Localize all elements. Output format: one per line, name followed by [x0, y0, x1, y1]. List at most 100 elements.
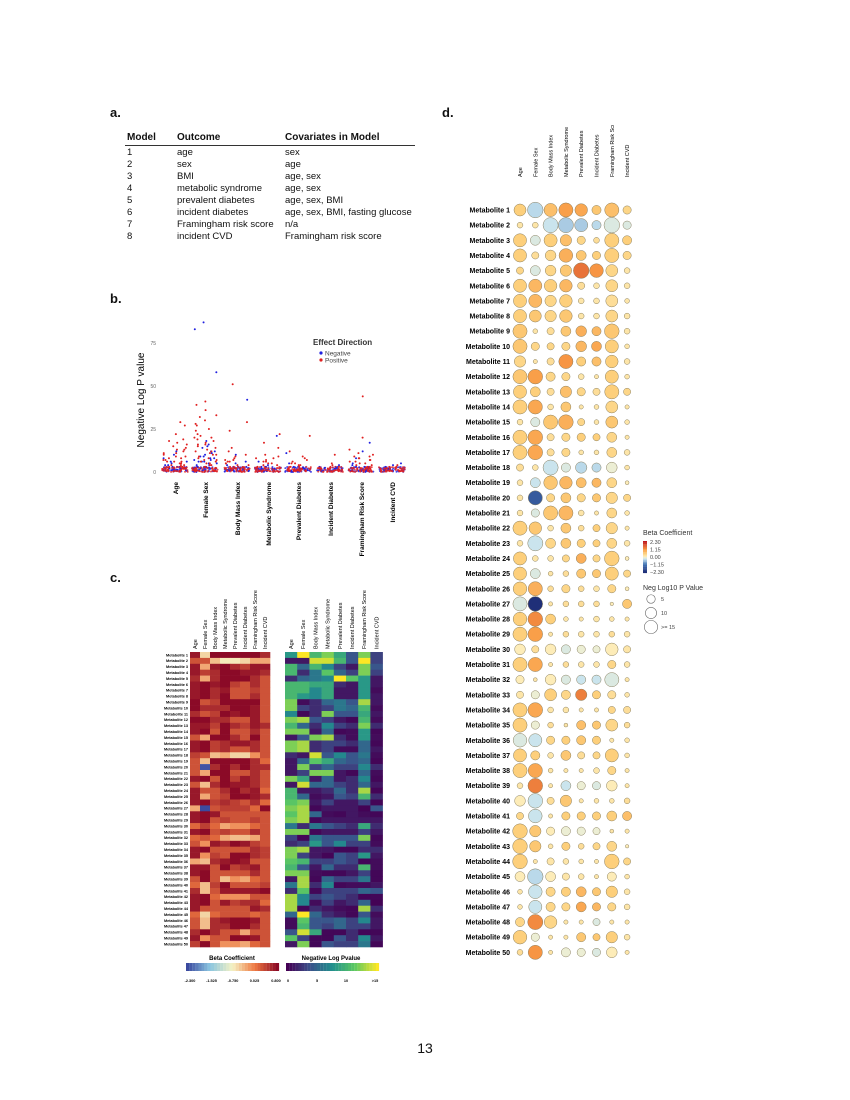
- colorbar-beta-segment: [251, 963, 255, 971]
- heatmap-cell-pvalue: [333, 870, 347, 877]
- bubble: [512, 429, 528, 445]
- row-label: Metabolite 31: [164, 830, 188, 834]
- data-point: [194, 422, 197, 425]
- row-label: Metabolite 40: [164, 883, 188, 887]
- heatmap-cell-beta: [220, 846, 231, 853]
- heatmap-cell-beta: [210, 823, 221, 830]
- data-point: [172, 469, 175, 472]
- heatmap-cell-beta: [240, 899, 251, 906]
- row-label: Metabolite 25: [164, 795, 188, 799]
- heatmap-cell-pvalue: [285, 840, 298, 847]
- data-point: [184, 467, 187, 470]
- heatmap-cell-pvalue: [309, 929, 322, 936]
- data-point: [351, 464, 354, 467]
- bubble: [527, 535, 544, 552]
- bubble: [530, 477, 541, 488]
- heatmap-cell-beta: [190, 935, 201, 942]
- bubble: [624, 343, 630, 350]
- data-point: [205, 440, 208, 443]
- bubble: [605, 885, 618, 898]
- data-point: [170, 466, 173, 469]
- heatmap-cell-pvalue: [346, 687, 359, 694]
- data-point: [212, 440, 215, 443]
- colorbar-pvalue-segment: [313, 963, 318, 971]
- heatmap-cell-beta: [200, 740, 211, 747]
- data-point: [202, 455, 205, 458]
- bubble: [546, 387, 555, 396]
- heatmap-cell-pvalue: [309, 669, 322, 676]
- row-label: Metabolite 41: [466, 814, 510, 821]
- heatmap-cell-pvalue: [285, 663, 298, 670]
- row-label: Metabolite 11: [466, 359, 510, 366]
- column-label: Incident CVD: [374, 617, 380, 649]
- heatmap-cell-beta: [240, 811, 251, 818]
- heatmap-cell-pvalue: [321, 728, 335, 735]
- data-point: [277, 446, 280, 449]
- heatmap-cell-pvalue: [346, 793, 359, 800]
- x-tick-label: Female Sex: [203, 482, 210, 518]
- row-label: Metabolite 35: [164, 854, 188, 858]
- bubble: [528, 278, 543, 293]
- bubble: [512, 823, 528, 839]
- heatmap-cell-pvalue: [321, 852, 335, 859]
- cell-outcome: Framingham risk score: [177, 218, 274, 230]
- colorbar-beta-segment: [210, 963, 214, 971]
- bubble: [591, 326, 602, 337]
- heatmap-cell-beta: [210, 923, 221, 930]
- bubble: [547, 585, 554, 592]
- data-point: [170, 462, 173, 465]
- data-point: [229, 470, 232, 473]
- colorbar-segment: [643, 557, 647, 559]
- bubble: [576, 811, 586, 821]
- x-tick-label: Age: [173, 482, 180, 495]
- heatmap-cell-beta: [260, 834, 271, 842]
- cell-model: 8: [127, 230, 133, 242]
- heatmap-cell-pvalue: [297, 693, 310, 700]
- bubble: [624, 768, 630, 773]
- row-label: Metabolite 48: [466, 920, 510, 927]
- heatmap-cell-pvalue: [309, 775, 322, 783]
- heatmap-cell-pvalue: [309, 893, 322, 901]
- data-point: [161, 469, 164, 472]
- cell-covariates: age, sex, BMI: [285, 194, 344, 206]
- row-label: Metabolite 3: [470, 238, 511, 245]
- heatmap-cell-pvalue: [346, 740, 359, 747]
- data-point: [162, 458, 165, 461]
- row-label: Metabolite 19: [164, 760, 188, 764]
- bubble: [594, 374, 599, 380]
- heatmap-cell-pvalue: [321, 805, 335, 812]
- data-point: [402, 466, 405, 469]
- row-label: Metabolite 1: [166, 653, 188, 657]
- data-point: [210, 452, 213, 455]
- heatmap-cell-beta: [220, 811, 231, 818]
- data-point: [233, 457, 236, 460]
- heatmap-cell-beta: [190, 758, 201, 765]
- heatmap-cell-pvalue: [285, 911, 298, 918]
- data-point: [388, 465, 391, 468]
- heatmap-cell-pvalue: [297, 923, 310, 930]
- bubble: [605, 294, 619, 308]
- data-point: [258, 470, 261, 473]
- heatmap-cell-beta: [260, 893, 271, 901]
- data-point: [368, 455, 371, 458]
- heatmap-cell-pvalue: [358, 681, 371, 688]
- bubble: [513, 309, 527, 323]
- heatmap-cell-pvalue: [297, 734, 310, 741]
- data-point: [266, 469, 269, 472]
- bubble: [592, 554, 601, 563]
- data-point: [341, 470, 344, 473]
- heatmap-cell-pvalue: [333, 746, 347, 753]
- heatmap-cell-pvalue: [321, 734, 335, 741]
- bubble: [561, 735, 571, 745]
- bubble: [559, 476, 573, 490]
- heatmap-cell-pvalue: [309, 722, 322, 729]
- data-point: [348, 460, 351, 463]
- data-point: [181, 465, 184, 468]
- size-legend-label: 10: [661, 611, 667, 617]
- heatmap-cell-beta: [240, 829, 251, 836]
- heatmap-cell-pvalue: [297, 941, 310, 948]
- bubble: [591, 341, 602, 352]
- column-label: Incident Diabetes: [243, 606, 249, 649]
- colorbar-pvalue-segment: [369, 963, 373, 971]
- heatmap-cell-beta: [210, 764, 221, 771]
